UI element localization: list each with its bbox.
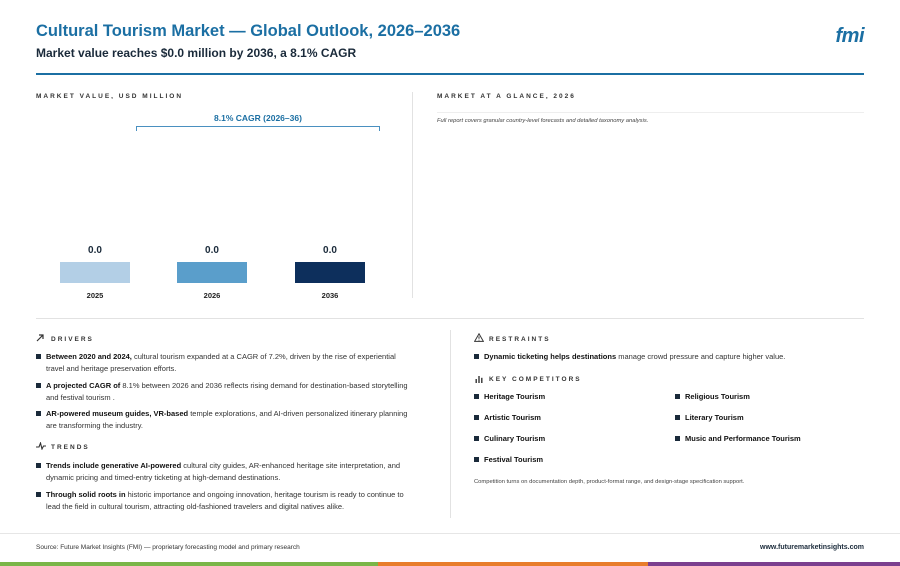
trend-item-text: historic importance and ongoing innovati… [125,490,404,499]
restraint-item-bold: Dynamic ticketing helps destinations [484,352,617,361]
footer-rule [0,533,900,534]
restraints-label: RESTRAINTS [489,336,551,343]
trends-label: TRENDS [51,444,90,451]
trend-item-bold: Trends include generative AI-powered [46,461,182,470]
bottom-vertical-divider [450,330,451,518]
competitor-item[interactable]: Festival Tourism [474,455,543,464]
driver-item-bold: Between 2020 and 2024, [46,352,132,361]
driver-item: AR-powered museum guides, VR-based templ… [36,408,436,431]
driver-item-bold: AR-powered museum guides, VR-based [46,409,189,418]
bar-year-2025: 2025 [86,291,104,300]
drivers-label: DRIVERS [51,336,94,343]
glance-note: Full report covers granular country-leve… [437,118,649,124]
top-vertical-divider [412,92,413,298]
competitors-label: KEY COMPETITORS [489,376,582,383]
trend-item-bold: Through solid roots in [46,490,126,499]
bar-value-label-2025: 0.0 [88,245,102,256]
driver-item-text-2: and festival tourism . [46,392,115,402]
website-link[interactable]: www.futuremarketinsights.com [760,544,864,551]
cagr-label: 8.1% CAGR (2026–36) [214,113,302,123]
source-note: Source: Future Market Insights (FMI) — p… [36,544,300,551]
glance-rule [437,112,864,113]
competitor-item[interactable]: Literary Tourism [675,413,744,422]
glance-label: MARKET AT A GLANCE, 2026 [437,93,576,100]
restraint-item: Dynamic ticketing helps destinations man… [474,351,864,363]
driver-item-bold: A projected CAGR of [46,381,121,390]
arrow-up-right-icon [36,334,44,344]
middle-horizontal-divider [36,318,864,319]
driver-item-text-2: are transforming the industry. [46,420,143,430]
trend-line-icon [36,441,46,452]
color-strip-orange [378,562,648,566]
driver-item: A projected CAGR of 8.1% between 2026 an… [36,380,436,403]
bar-2036 [295,262,365,283]
driver-item-text: 8.1% between 2026 and 2036 reflects risi… [120,381,408,390]
cagr-bracket [136,126,380,131]
brand-logo[interactable]: fmi [835,25,865,47]
competitor-item[interactable]: Heritage Tourism [474,392,545,401]
color-strip-green [0,562,378,566]
bar-value-label-2036: 0.0 [323,245,337,256]
competitor-item[interactable]: Religious Tourism [675,392,750,401]
competitor-item[interactable]: Music and Performance Tourism [675,434,801,443]
warning-triangle-icon [473,332,485,344]
driver-item-text-2: travel and heritage preservation efforts… [46,363,177,373]
trend-item-text-2: dynamic pricing and timed-entry ticketin… [46,472,281,482]
market-value-label: MARKET VALUE, USD MILLION [36,93,184,100]
bar-year-2036: 2036 [321,291,339,300]
trend-item: Trends include generative AI-powered cul… [36,460,436,483]
driver-item: Between 2020 and 2024, cultural tourism … [36,351,436,374]
page-title: Cultural Tourism Market — Global Outlook… [36,22,461,40]
trend-item-text: cultural city guides, AR-enhanced herita… [181,461,401,470]
color-strip-purple [648,562,900,566]
driver-item-text: temple explorations, and AI-driven perso… [188,409,408,418]
header-rule [36,73,864,75]
trend-item: Through solid roots in historic importan… [36,489,436,512]
competitor-item[interactable]: Culinary Tourism [474,434,545,443]
bar-value-label-2026: 0.0 [205,245,219,256]
page-subtitle: Market value reaches $0.0 million by 203… [36,46,357,60]
trend-item-text-2: lead the field in cultural tourism, attr… [46,501,345,511]
bar-year-2026: 2026 [203,291,221,300]
competitors-note: Competition turns on documentation depth… [474,479,745,485]
competitor-item[interactable]: Artistic Tourism [474,413,541,422]
driver-item-text: cultural tourism expanded at a CAGR of 7… [131,352,396,361]
bar-2025 [60,262,130,283]
bar-2026 [177,262,247,283]
restraint-item-text: manage crowd pressure and capture higher… [616,352,786,361]
bar-chart-icon [475,375,483,385]
